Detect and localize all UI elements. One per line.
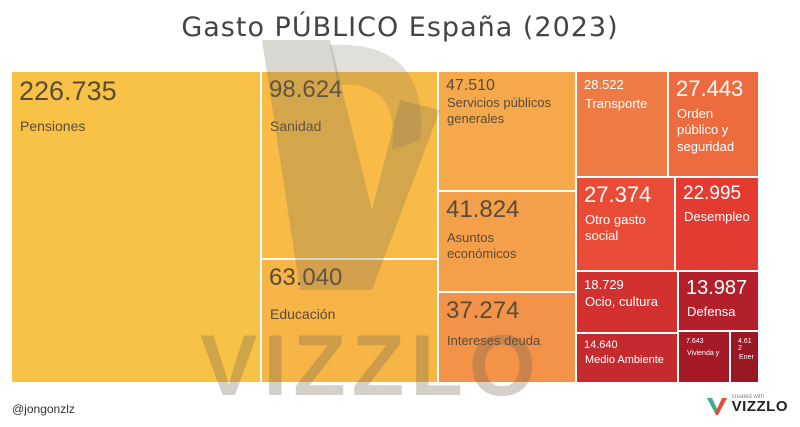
treemap-tile[interactable]: 226.735 Pensiones (12, 72, 262, 384)
tile-value: 226.735 (19, 76, 117, 106)
tile-label: Ocio, cultura (585, 294, 658, 309)
treemap-tile[interactable]: 28.522 Transporte (577, 72, 669, 178)
treemap-tile[interactable]: 4.61 2 Ener (731, 332, 760, 384)
treemap-tile[interactable]: 14.640 Medio Ambiente (577, 334, 679, 384)
brand-small-text: created with (731, 394, 765, 400)
tile-value: 27.374 (584, 182, 652, 207)
tile-value: 4.61 2 (738, 338, 752, 352)
vizzlo-logo-icon (706, 398, 727, 415)
author-handle: @jongonzlz (12, 402, 75, 416)
tile-label: Intereses deuda (447, 333, 541, 348)
tile-label: Orden público y seguridad (677, 106, 735, 154)
tile-label: Pensiones (20, 118, 86, 134)
tile-label: Otro gasto social (585, 212, 646, 244)
treemap-tile[interactable]: 27.374 Otro gasto social (577, 178, 676, 272)
chart-title: Gasto PÚBLICO España (2023) (181, 12, 619, 43)
tile-label: Defensa (687, 304, 736, 319)
tile-value: 41.824 (446, 196, 520, 223)
tile-label: Asuntos económicos (447, 230, 517, 262)
tile-label: Sanidad (270, 118, 322, 134)
treemap-tile[interactable]: 22.995 Desempleo (676, 178, 760, 272)
tile-value: 13.987 (686, 277, 748, 299)
tile-value: 28.522 (584, 77, 624, 92)
tile-label: Vivienda y (687, 350, 720, 357)
treemap-tile[interactable]: 37.274 Intereses deuda (439, 293, 577, 384)
treemap-tile[interactable]: 41.824 Asuntos económicos (439, 192, 577, 293)
treemap-tile[interactable]: 47.510 Servicios públicos generales (439, 72, 577, 192)
tile-value: 22.995 (683, 183, 742, 204)
tile-label: Medio Ambiente (585, 354, 664, 366)
tile-label: Desempleo (684, 209, 750, 224)
treemap-tile[interactable]: 27.443 Orden público y seguridad (669, 72, 760, 178)
treemap-tile[interactable]: 63.040 Educación (262, 260, 439, 384)
brand-name: VIZZLO (731, 397, 788, 415)
tile-label: Servicios públicos generales (447, 95, 552, 127)
tile-label: Educación (270, 306, 336, 322)
tile-label: Ener (739, 354, 754, 361)
treemap-tile[interactable]: 7.643 Vivienda y (679, 332, 731, 384)
vizzlo-brand[interactable]: created with VIZZLO (706, 394, 788, 416)
tile-value: 37.274 (446, 297, 520, 324)
tile-value: 27.443 (676, 76, 744, 101)
treemap-tile[interactable]: 13.987 Defensa (679, 272, 760, 332)
tile-value: 63.040 (269, 264, 343, 291)
tile-value: 18.729 (584, 277, 624, 292)
treemap-tile[interactable]: 18.729 Ocio, cultura (577, 272, 679, 334)
tile-label: Transporte (585, 96, 648, 111)
tile-value: 7.643 (686, 338, 704, 345)
tile-value: 14.640 (584, 339, 618, 351)
treemap-tile[interactable]: 98.624 Sanidad (262, 72, 439, 260)
tile-value: 47.510 (446, 77, 495, 94)
tile-value: 98.624 (269, 76, 343, 103)
